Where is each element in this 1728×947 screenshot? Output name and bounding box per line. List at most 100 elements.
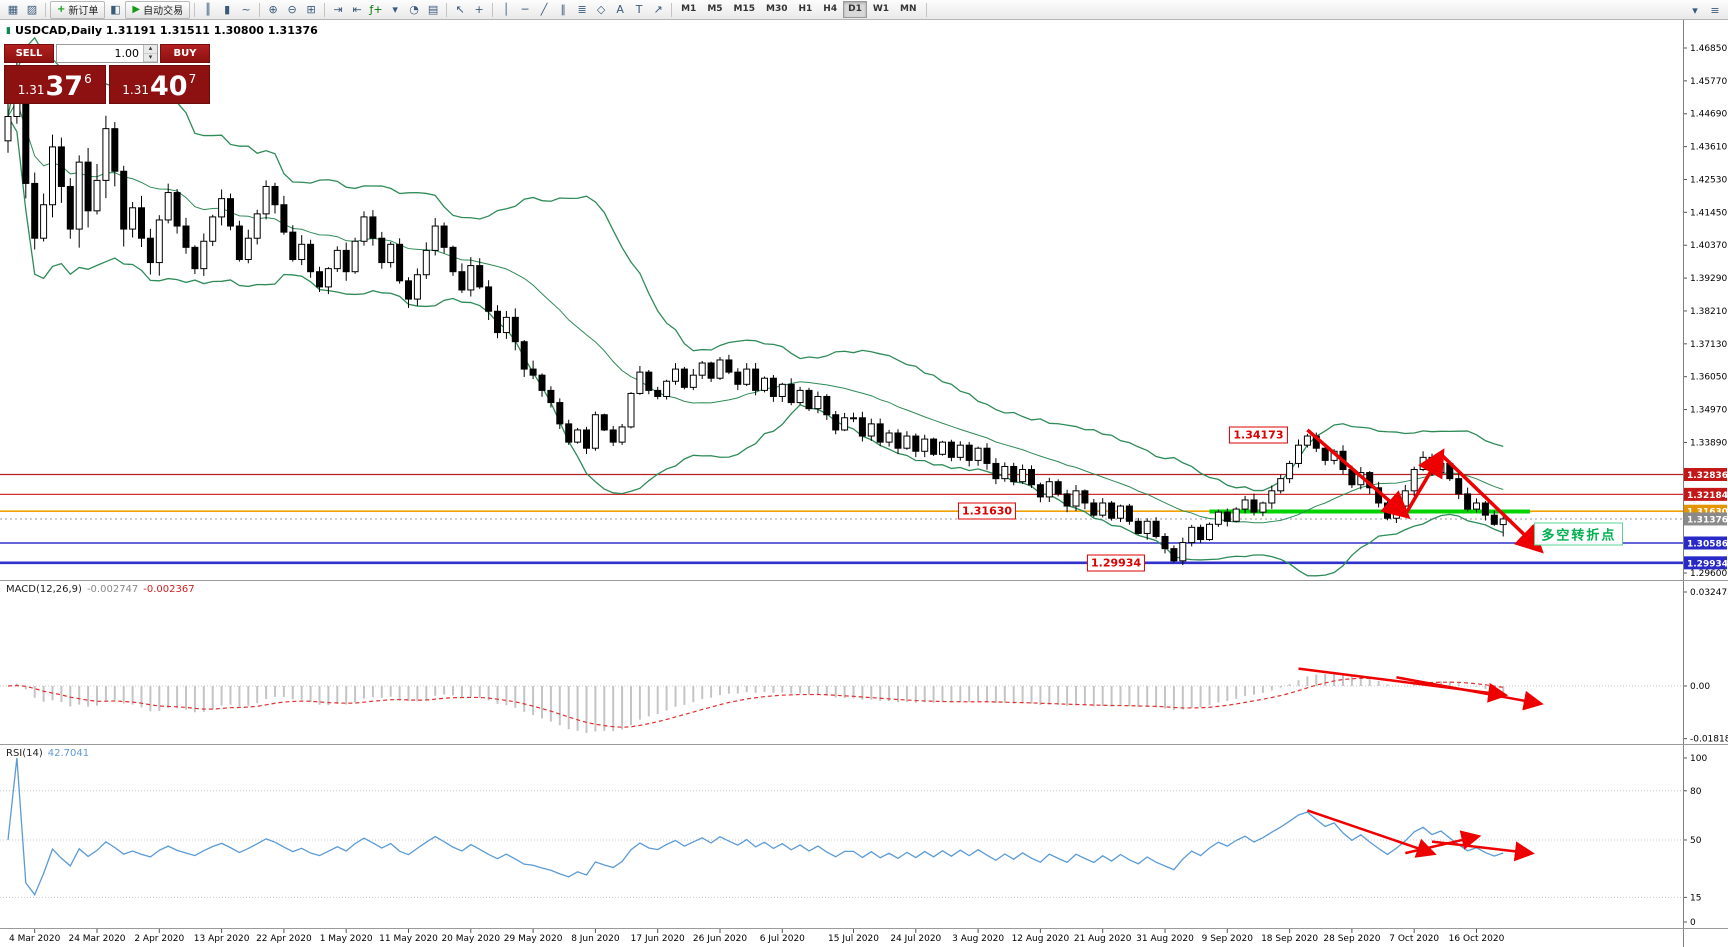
svg-text:1.33890: 1.33890 (1690, 438, 1727, 448)
svg-text:31 Aug 2020: 31 Aug 2020 (1136, 934, 1194, 944)
volume-stepper[interactable]: 1.00 ▴ ▾ (56, 44, 158, 63)
volume-up-button[interactable]: ▴ (144, 45, 157, 54)
timeframe-h4-button[interactable]: H4 (823, 4, 838, 14)
crosshair-icon[interactable]: + (474, 3, 484, 16)
svg-text:1.29934: 1.29934 (1687, 559, 1728, 569)
svg-text:22 Apr 2020: 22 Apr 2020 (256, 934, 312, 944)
toolbar-customize-icon[interactable]: ▾ (1692, 3, 1698, 17)
cursor-icon[interactable]: ↖ (455, 3, 465, 16)
svg-text:2 Apr 2020: 2 Apr 2020 (134, 934, 184, 944)
objects-list-icon[interactable]: ◔ (409, 3, 419, 16)
line-chart-icon[interactable]: ~ (241, 3, 251, 16)
svg-text:1.45770: 1.45770 (1690, 77, 1727, 87)
buy-price-pip: 7 (188, 72, 197, 86)
timeframe-m30-button[interactable]: M30 (766, 4, 788, 14)
volume-down-button[interactable]: ▾ (144, 53, 157, 62)
zoom-in-icon[interactable]: ⊕ (268, 3, 278, 16)
chart-shift-icon[interactable]: ⇤ (352, 3, 362, 16)
timeframe-mn-button[interactable]: MN (900, 4, 917, 14)
macd-indicator-label: MACD(12,26,9) -0.002747 -0.002367 (6, 584, 195, 595)
timeframe-m1-button[interactable]: M1 (681, 4, 697, 14)
svg-text:1.37130: 1.37130 (1690, 340, 1727, 350)
indicators-list-icon[interactable]: ▾ (392, 3, 398, 16)
sell-button[interactable]: SELL (4, 44, 54, 63)
autotrading-button-icon: ▶ (132, 4, 141, 15)
arrow-objects-icon[interactable]: ↗ (653, 3, 663, 16)
macd-signal-value: -0.002367 (143, 584, 195, 595)
toolbar-overflow-icon[interactable]: ≡ (1710, 3, 1720, 17)
text-icon[interactable]: A (616, 3, 624, 16)
chart-header: ▮ USDCAD,Daily 1.31191 1.31511 1.30800 1… (6, 24, 318, 37)
timeframe-h1-button[interactable]: H1 (798, 4, 813, 14)
svg-text:100: 100 (1690, 754, 1707, 764)
mid-price-label[interactable]: 1.31630 (957, 502, 1017, 520)
toolbar-right-group: ▾ ≡ (1686, 2, 1724, 18)
symbol-icon: ▮ (6, 25, 11, 36)
candles-layer (4, 57, 1507, 566)
toolbar-separator (446, 2, 448, 17)
toolbar: ▦ ▨ + 新订单 ◧ ▶ 自动交易 ║ ▮ ~ ⊕ ⊖ ⊞ ⇥ ⇤ ƒ+ ▾ ◔ ▤ ↖ + │ ─ ╱ ∥ ≣ ◇ A T ↗ M1 M5… (0, 0, 1728, 20)
indicators-icon[interactable]: ƒ+ (369, 3, 383, 16)
fibonacci-icon[interactable]: ≣ (577, 3, 587, 16)
sell-price-big: 37 (45, 71, 84, 102)
svg-text:1.29600: 1.29600 (1690, 569, 1727, 579)
svg-text:24 Jul 2020: 24 Jul 2020 (890, 934, 941, 944)
svg-text:0.032478: 0.032478 (1690, 588, 1728, 598)
new-order-button[interactable]: + 新订单 (50, 0, 106, 19)
svg-text:11 May 2020: 11 May 2020 (379, 934, 438, 944)
svg-text:80: 80 (1690, 787, 1702, 797)
horizontal-lines-layer (0, 473, 1683, 565)
new-order-button-icon: + (57, 4, 66, 15)
rsi-value: 42.7041 (47, 748, 90, 759)
svg-text:1.41450: 1.41450 (1690, 208, 1727, 218)
charts-window-icon[interactable]: ▦ (7, 3, 19, 16)
templates-icon[interactable]: ▤ (427, 3, 439, 16)
timeframe-m5-button[interactable]: M5 (707, 4, 723, 14)
svg-text:18 Sep 2020: 18 Sep 2020 (1261, 934, 1318, 944)
time-axis: 4 Mar 2020 24 Mar 2020 2 Apr 2020 13 Apr 20… (9, 929, 1505, 944)
annotation-arrows-layer[interactable] (1298, 428, 1544, 862)
trendline-icon[interactable]: ╱ (540, 3, 548, 16)
tile-windows-icon[interactable]: ⊞ (306, 3, 316, 16)
price-axis: 1.46850 1.45770 1.44690 1.43610 1.42530 1.414… (1684, 44, 1728, 928)
autotrading-button[interactable]: ▶ 自动交易 (125, 0, 191, 19)
buy-price-button[interactable]: 1.31 40 7 (108, 65, 210, 104)
timeframe-d1-button[interactable]: D1 (843, 1, 867, 18)
svg-text:1.38210: 1.38210 (1690, 307, 1727, 317)
turning-point-note[interactable]: 多空转折点 (1534, 522, 1624, 546)
macd-main-value: -0.002747 (86, 584, 139, 595)
svg-text:1.32184: 1.32184 (1687, 491, 1728, 501)
sell-price-button[interactable]: 1.31 37 6 (4, 65, 106, 104)
svg-text:15: 15 (1690, 893, 1701, 903)
toolbar-separator (492, 2, 494, 17)
bar-chart-icon[interactable]: ║ (204, 3, 212, 16)
svg-text:20 May 2020: 20 May 2020 (441, 934, 500, 944)
toolbar-separator (324, 2, 326, 17)
volume-value[interactable]: 1.00 (114, 47, 140, 60)
svg-text:1.44690: 1.44690 (1690, 110, 1727, 120)
svg-text:3 Aug 2020: 3 Aug 2020 (952, 934, 1004, 944)
shapes-icon[interactable]: ◇ (596, 3, 606, 16)
zoom-out-icon[interactable]: ⊖ (287, 3, 297, 16)
text-label-icon[interactable]: T (635, 3, 643, 16)
timeframe-m15-button[interactable]: M15 (733, 4, 756, 14)
peak-price-label[interactable]: 1.34173 (1229, 426, 1288, 444)
horizontal-line-icon[interactable]: ─ (521, 3, 529, 16)
buy-button[interactable]: BUY (160, 44, 210, 63)
toolbar-separator (925, 2, 927, 17)
profiles-icon[interactable]: ▨ (26, 3, 38, 16)
svg-text:28 Sep 2020: 28 Sep 2020 (1323, 934, 1380, 944)
sell-price-pip: 6 (84, 72, 92, 86)
low-price-label[interactable]: 1.29934 (1086, 554, 1146, 572)
rsi-name: RSI(14) (6, 748, 43, 759)
auto-scroll-icon[interactable]: ⇥ (333, 3, 343, 16)
vertical-line-icon[interactable]: │ (502, 3, 510, 16)
timeframe-w1-button[interactable]: W1 (872, 4, 890, 14)
channel-icon[interactable]: ∥ (560, 3, 566, 16)
svg-text:8 Jun 2020: 8 Jun 2020 (571, 934, 620, 944)
one-click-trading-panel: SELL 1.00 ▴ ▾ BUY 1.31 37 6 1.31 40 7 (4, 44, 210, 104)
metaeditor-icon[interactable]: ◧ (110, 3, 121, 16)
candlestick-chart-icon[interactable]: ▮ (224, 3, 231, 16)
